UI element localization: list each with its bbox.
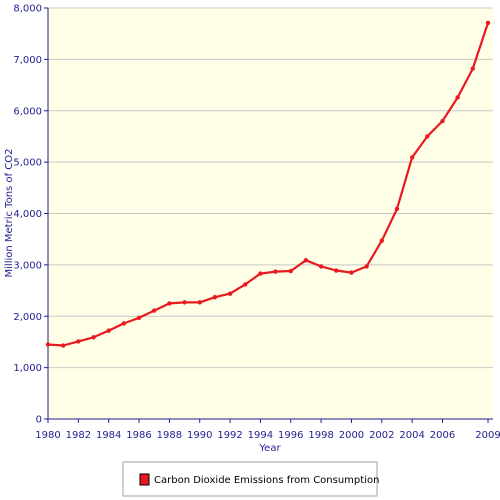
data-point xyxy=(440,118,445,124)
grid-lines xyxy=(48,7,493,369)
data-point xyxy=(425,134,430,139)
x-tick-label: 1992 xyxy=(217,430,242,441)
y-tick-label: 5,000 xyxy=(13,158,42,169)
x-tick-label: 2000 xyxy=(339,430,364,441)
y-tick-label: 3,000 xyxy=(13,260,42,271)
y-tick-label: 8,000 xyxy=(13,4,42,15)
data-point xyxy=(167,301,172,306)
y-axis-title: Million Metric Tons of CO2 xyxy=(4,149,15,278)
data-point xyxy=(258,271,263,276)
x-tick-label: 2002 xyxy=(369,430,394,441)
data-point xyxy=(45,342,51,347)
data-point xyxy=(91,335,96,340)
legend-label: Carbon Dioxide Emissions from Consumptio… xyxy=(154,475,379,486)
y-tick-label: 7,000 xyxy=(13,55,42,66)
x-tick-label: 1986 xyxy=(126,430,151,441)
data-point xyxy=(227,291,233,296)
legend-swatch xyxy=(139,473,150,486)
data-point xyxy=(288,268,293,274)
series-line xyxy=(47,22,490,347)
data-point xyxy=(182,300,187,305)
legend-box xyxy=(122,461,378,497)
data-point xyxy=(334,268,339,273)
x-tick-label: 2004 xyxy=(399,430,424,441)
x-tick-label: 1988 xyxy=(157,430,182,441)
data-point xyxy=(470,66,476,71)
data-point xyxy=(318,264,324,269)
x-tick-label: 1994 xyxy=(248,430,273,441)
x-tick-label: 2009 xyxy=(475,430,500,441)
data-point xyxy=(121,321,127,326)
x-tick-label: 1996 xyxy=(278,430,303,441)
data-point xyxy=(379,238,384,243)
y-tick-label: 2,000 xyxy=(13,312,42,323)
x-ticks: 1980 1982 1984 1986 1988 1990 1992 1994 1996 1998… xyxy=(35,419,500,441)
data-point xyxy=(106,328,111,333)
data-point xyxy=(303,258,309,263)
x-tick-label: 1982 xyxy=(66,430,91,441)
y-tick-label: 4,000 xyxy=(13,209,42,220)
data-point xyxy=(273,269,278,274)
x-axis-title: Year xyxy=(258,443,281,454)
y-tick-label: 6,000 xyxy=(13,106,42,117)
x-tick-label: 1980 xyxy=(35,430,60,441)
x-tick-label: 1984 xyxy=(96,430,121,441)
data-point xyxy=(136,315,142,320)
y-tick-label: 1,000 xyxy=(13,363,42,374)
data-point xyxy=(212,295,218,300)
data-point xyxy=(76,339,81,344)
x-tick-label: 1998 xyxy=(308,430,333,441)
data-point xyxy=(485,20,491,26)
x-tick-label: 1990 xyxy=(187,430,212,441)
data-point xyxy=(349,270,354,275)
data-point xyxy=(455,95,460,100)
legend: Carbon Dioxide Emissions from Consumptio… xyxy=(122,461,379,497)
data-point xyxy=(243,282,248,287)
data-point xyxy=(152,308,157,313)
data-point xyxy=(197,300,202,305)
data-point xyxy=(394,206,400,212)
y-tick-label: 0 xyxy=(36,415,42,426)
y-ticks: 0 1,000 2,000 3,000 4,000 5,000 6,000 7,000 8,00… xyxy=(13,4,48,426)
series-layer xyxy=(45,20,491,348)
x-tick-label: 2006 xyxy=(430,430,455,441)
data-point xyxy=(60,343,66,348)
data-point xyxy=(364,264,369,269)
data-point xyxy=(409,155,415,160)
